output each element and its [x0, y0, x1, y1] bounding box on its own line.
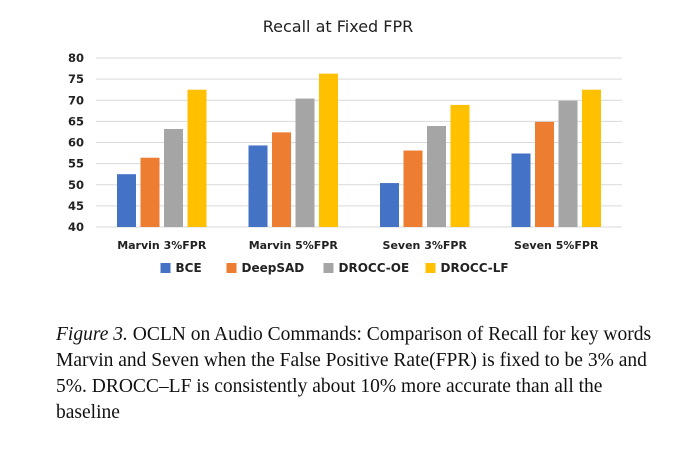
y-tick-label: 40 — [68, 220, 84, 234]
legend-swatch — [425, 263, 436, 273]
bar-drocc-oe — [558, 100, 578, 227]
legend-swatch — [226, 263, 237, 273]
bar-drocc-lf — [450, 104, 470, 227]
bar-bce — [117, 174, 136, 227]
x-axis-categories: Marvin 3%FPR Marvin 5%FPR Seven 3%FPR Seven… — [117, 239, 599, 252]
legend-swatch — [323, 263, 334, 273]
legend-label: BCE — [176, 261, 202, 275]
legend-label: DROCC-OE — [339, 261, 410, 275]
y-tick-label: 45 — [68, 199, 84, 213]
bar-deepsad — [140, 157, 160, 227]
y-tick-label: 60 — [68, 136, 84, 150]
x-category-label: Marvin 3%FPR — [117, 239, 207, 252]
caption-text: OCLN on Audio Commands: Comparison of Re… — [56, 324, 652, 423]
bar-bce — [248, 145, 268, 227]
bar-drocc-oe — [295, 98, 315, 227]
bar-deepsad — [535, 121, 554, 227]
bar-drocc-oe — [164, 128, 183, 227]
figure-caption: Figure 3. OCLN on Audio Commands: Compar… — [56, 322, 656, 426]
bar-drocc-lf — [582, 89, 601, 227]
bar-deepsad — [403, 150, 423, 227]
bar-drocc-lf — [187, 89, 207, 227]
y-tick-label: 65 — [68, 114, 84, 128]
legend-label: DROCC-LF — [441, 261, 509, 275]
y-tick-label: 55 — [68, 157, 84, 171]
y-tick-label: 80 — [68, 51, 84, 65]
bar-drocc-lf — [319, 73, 338, 227]
y-tick-label: 50 — [68, 178, 84, 192]
bar-drocc-oe — [427, 126, 446, 227]
y-tick-label: 75 — [68, 72, 84, 86]
legend-swatch — [160, 263, 171, 273]
legend-label: DeepSAD — [242, 261, 305, 275]
gridlines — [96, 57, 622, 228]
y-tick-label: 70 — [68, 93, 84, 107]
bar-bce — [380, 183, 399, 227]
bar-deepsad — [272, 132, 291, 227]
x-category-label: Marvin 5%FPR — [249, 239, 339, 252]
chart-title: Recall at Fixed FPR — [263, 17, 414, 36]
bar-bce — [511, 153, 531, 227]
x-category-label: Seven 3%FPR — [383, 239, 468, 252]
x-category-label: Seven 5%FPR — [514, 239, 599, 252]
caption-label: Figure 3. — [56, 324, 128, 345]
bars — [117, 73, 601, 227]
y-axis-ticks: 40 45 50 55 60 65 70 75 80 — [68, 51, 84, 234]
bar-chart: Recall at Fixed FPR 40 45 50 55 60 65 70 75 80 M… — [68, 17, 622, 275]
legend: BCE DeepSAD DROCC-OE DROCC-LF — [160, 261, 509, 275]
